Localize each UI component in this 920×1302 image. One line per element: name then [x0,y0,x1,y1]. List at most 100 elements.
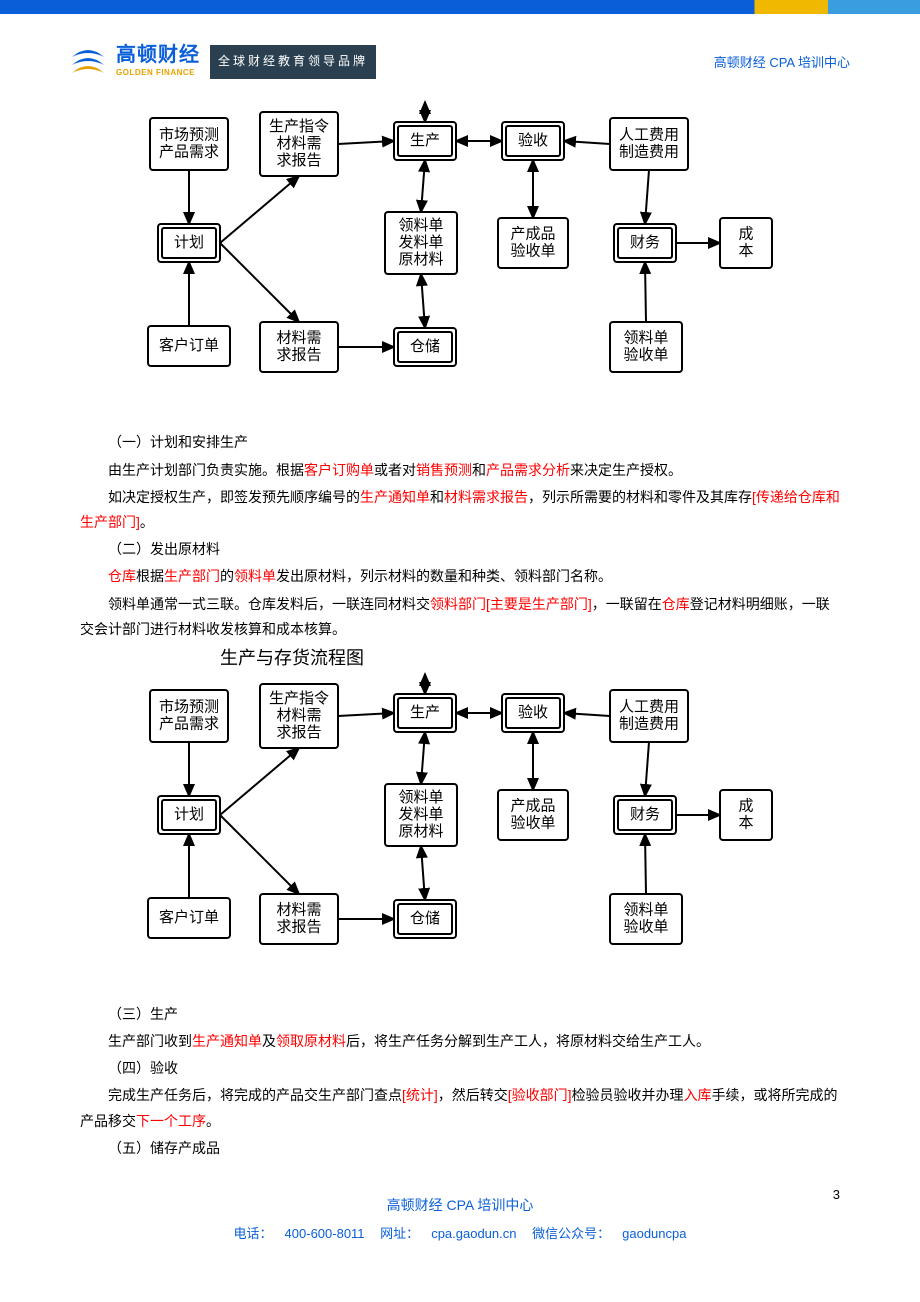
flow-edge [338,713,394,716]
flow-edge [645,262,646,322]
flow-node-label: 生产指令 [269,118,329,135]
flow-edge [421,160,425,212]
flow-node-label: 客户订单 [159,337,219,354]
flow-node-label: 验收单 [623,918,668,935]
flowchart-title: 生产与存货流程图 [220,648,364,668]
body-text: 发出原材料，列示材料的数量和种类、领料部门名称。 [276,568,612,584]
brand-tagline: 全球财经教育领导品牌 [210,45,376,79]
flow-edge [645,170,649,224]
flow-node: 客户订单 [148,326,230,366]
flow-node-label: 财务 [630,806,660,823]
flow-node: 产成品验收单 [498,790,568,840]
flow-node-label: 发料单 [398,806,443,823]
flow-node: 生产 [394,122,456,160]
flow-node-label: 产品需求 [159,144,219,161]
flow-node: 领料单验收单 [610,322,682,372]
body-text: ，一联留在 [592,596,662,612]
body-text: 由生产计划部门负责实施。根据 [108,462,304,478]
top-accent-bar [0,0,920,14]
footer-url: cpa.gaodun.cn [431,1226,516,1241]
flow-edge [220,243,299,322]
flow-node-label: 材料需 [276,901,321,918]
flow-node-label: 仓储 [410,910,440,927]
flow-node-label: 求报告 [276,347,321,364]
highlighted-text: 销售预测 [416,462,472,478]
flow-node: 计划 [158,796,220,834]
flow-node-label: 成 [738,226,753,243]
section-heading: （二）发出原材料 [80,537,840,562]
text-block-1: （一）计划和安排生产由生产计划部门负责实施。根据客户订购单或者对销售预测和产品需… [80,430,840,642]
flow-node-label: 材料需 [276,330,321,347]
flow-edge [338,141,394,144]
flow-node-label: 制造费用 [619,715,679,732]
flow-node-label: 求报告 [276,724,321,741]
flow-edge [220,176,299,243]
body-text: 和 [472,462,486,478]
highlighted-text: [验收部门] [508,1087,572,1103]
highlighted-text: [统计] [402,1087,438,1103]
flow-edge [564,141,610,144]
flow-node-label: 验收 [518,704,548,721]
body-text: 来决定生产授权。 [570,462,682,478]
flow-node: 材料需求报告 [260,894,338,944]
flow-node: 市场预测产品需求 [150,118,228,170]
flow-node: 生产 [394,694,456,732]
body-text: 或者对 [374,462,416,478]
flow-node: 财务 [614,224,676,262]
flow-node-label: 市场预测 [159,127,219,144]
highlighted-text: 生产通知单 [360,489,430,505]
highlighted-text: 入库 [684,1087,712,1103]
flow-node-label: 领料单 [398,789,443,806]
flow-node: 财务 [614,796,676,834]
footer-title: 高顿财经 CPA 培训中心 [0,1193,920,1218]
text-block-2: （三）生产生产部门收到生产通知单及领取原材料后，将生产任务分解到生产工人，将原材… [80,1002,840,1161]
flow-node-label: 客户订单 [159,909,219,926]
flow-node: 成本 [720,790,772,840]
footer-wx-label: 微信公众号： [532,1226,610,1241]
header-right-text: 高顿财经 CPA 培训中心 [714,51,850,74]
flow-node-label: 成 [738,797,753,814]
flow-node-label: 原材料 [398,251,443,268]
flow-node-label: 验收 [518,132,548,149]
body-text: ，然后转交 [438,1087,508,1103]
section-heading: （三）生产 [80,1002,840,1027]
body-text: 根据 [136,568,164,584]
flow-node: 材料需求报告 [260,322,338,372]
flow-node: 验收 [502,122,564,160]
body-text: 和 [430,489,444,505]
highlighted-text: [主要是生产部门] [486,596,592,612]
flow-node: 领料单发料单原材料 [385,212,457,274]
flow-edge [564,713,610,716]
logo-icon [70,47,106,77]
highlighted-text: 领料单 [234,568,276,584]
footer-wx: gaoduncpa [622,1226,686,1241]
flow-node-label: 人工费用 [619,127,679,144]
flow-node-label: 领料单 [623,901,668,918]
highlighted-text: 仓库 [108,568,136,584]
flow-node-label: 原材料 [398,823,443,840]
flowchart-bottom: 生产与存货流程图市场预测产品需求生产指令材料需求报告生产验收人工费用制造费用计划… [130,644,790,992]
flowchart-top: 市场预测产品需求生产指令材料需求报告生产验收人工费用制造费用计划领料单发料单原材… [130,100,790,420]
flow-node-label: 生产 [410,704,440,721]
highlighted-text: 领料部门 [430,596,486,612]
flow-node-label: 领料单 [623,330,668,347]
body-text: ，列示所需要的材料和零件及其库存 [528,489,752,505]
flow-edge [421,846,425,900]
body-text: 检验员验收并办理 [572,1087,684,1103]
footer: 3 高顿财经 CPA 培训中心 电话：400-600-8011 网址：cpa.g… [0,1183,920,1276]
body-text: 领料单通常一式三联。仓库发料后，一联连同材料交 [108,596,430,612]
section-heading: （五）储存产成品 [80,1136,840,1161]
flow-node: 成本 [720,218,772,268]
flow-node-label: 制造费用 [619,144,679,161]
flow-node-label: 求报告 [276,918,321,935]
paragraph: 生产部门收到生产通知单及领取原材料后，将生产任务分解到生产工人，将原材料交给生产… [80,1029,840,1054]
flow-node-label: 产成品 [510,797,555,814]
flow-node-label: 仓储 [410,338,440,355]
highlighted-text: 客户订购单 [304,462,374,478]
flow-node: 生产指令材料需求报告 [260,684,338,748]
flow-node: 验收 [502,694,564,732]
flow-node-label: 验收单 [623,347,668,364]
highlighted-text: 产品需求分析 [486,462,570,478]
flow-edge [421,732,425,784]
section-heading: （四）验收 [80,1056,840,1081]
